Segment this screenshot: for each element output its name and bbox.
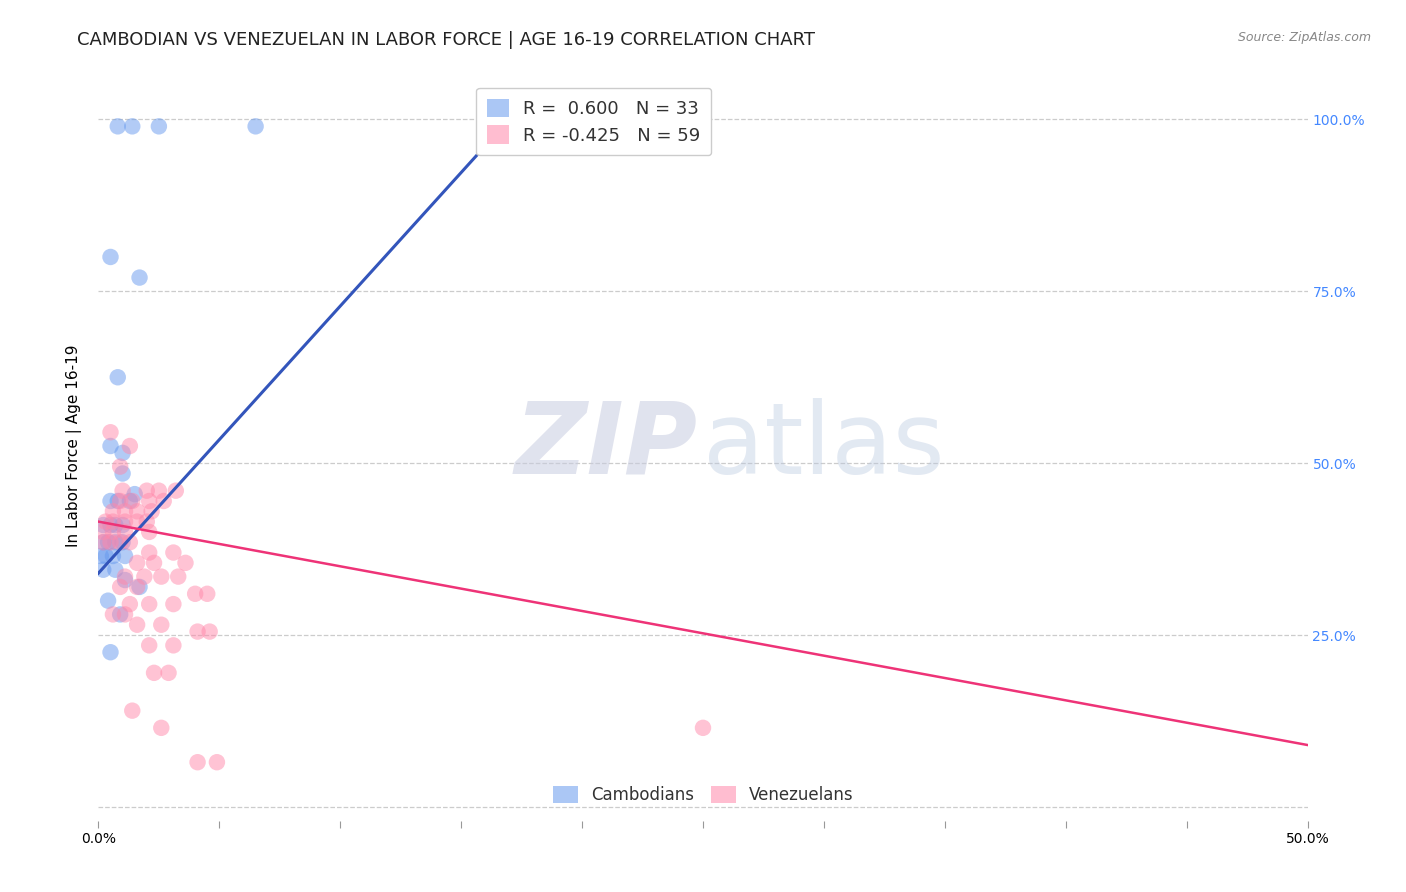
Point <box>127 556 149 570</box>
Point <box>101 524 124 539</box>
Point <box>138 638 160 652</box>
Legend: Cambodians, Venezuelans: Cambodians, Venezuelans <box>544 778 862 813</box>
Point <box>127 515 149 529</box>
Point <box>121 120 143 134</box>
Point <box>104 563 127 577</box>
Text: ZIP: ZIP <box>515 398 697 494</box>
Point <box>162 545 184 559</box>
Point <box>150 721 173 735</box>
Point <box>104 518 127 533</box>
Point <box>138 524 160 539</box>
Point <box>100 439 122 453</box>
Point <box>111 446 134 460</box>
Point <box>162 638 184 652</box>
Point <box>118 535 141 549</box>
Point <box>91 518 114 533</box>
Point <box>97 593 120 607</box>
Point <box>143 556 166 570</box>
Point <box>138 545 160 559</box>
Point <box>111 518 134 533</box>
Point <box>101 504 124 518</box>
Point <box>114 569 136 583</box>
Point <box>121 494 143 508</box>
Point <box>108 459 131 474</box>
Point <box>114 504 136 518</box>
Point <box>187 624 209 639</box>
Point <box>100 425 122 440</box>
Point <box>108 535 131 549</box>
Point <box>94 549 117 563</box>
Point <box>205 755 228 769</box>
Point <box>94 515 117 529</box>
Point <box>114 515 136 529</box>
Point <box>135 515 157 529</box>
Point <box>135 483 157 498</box>
Point <box>148 120 170 134</box>
Point <box>141 504 163 518</box>
Point <box>100 494 122 508</box>
Point <box>101 607 124 622</box>
Point <box>124 487 146 501</box>
Point <box>111 535 134 549</box>
Point <box>184 587 207 601</box>
Point <box>91 563 114 577</box>
Point <box>114 524 136 539</box>
Point <box>138 597 160 611</box>
Point <box>127 504 149 518</box>
Point <box>90 549 112 563</box>
Point <box>107 494 129 508</box>
Point <box>100 645 122 659</box>
Point <box>101 549 124 563</box>
Point <box>127 617 149 632</box>
Point <box>108 580 131 594</box>
Point <box>157 665 180 680</box>
Point <box>100 535 122 549</box>
Point <box>97 535 120 549</box>
Point <box>114 573 136 587</box>
Point <box>198 624 221 639</box>
Point <box>165 483 187 498</box>
Point <box>134 569 156 583</box>
Y-axis label: In Labor Force | Age 16-19: In Labor Force | Age 16-19 <box>66 344 83 548</box>
Point <box>121 704 143 718</box>
Point <box>91 535 114 549</box>
Point <box>127 580 149 594</box>
Point <box>118 494 141 508</box>
Point <box>118 597 141 611</box>
Point <box>152 494 174 508</box>
Point <box>111 483 134 498</box>
Point <box>138 494 160 508</box>
Point <box>245 120 267 134</box>
Point <box>107 120 129 134</box>
Point <box>195 587 218 601</box>
Point <box>108 494 131 508</box>
Point <box>114 607 136 622</box>
Point <box>107 370 129 384</box>
Point <box>128 270 150 285</box>
Point <box>100 250 122 264</box>
Point <box>143 665 166 680</box>
Point <box>108 607 131 622</box>
Point <box>91 535 114 549</box>
Point <box>162 597 184 611</box>
Point <box>150 617 173 632</box>
Point <box>91 524 114 539</box>
Point <box>187 755 209 769</box>
Text: atlas: atlas <box>703 398 945 494</box>
Point <box>100 518 122 533</box>
Point <box>101 515 124 529</box>
Point <box>128 580 150 594</box>
Point <box>118 439 141 453</box>
Point <box>104 535 127 549</box>
Point <box>692 721 714 735</box>
Text: CAMBODIAN VS VENEZUELAN IN LABOR FORCE | AGE 16-19 CORRELATION CHART: CAMBODIAN VS VENEZUELAN IN LABOR FORCE |… <box>77 31 815 49</box>
Point <box>111 467 134 481</box>
Point <box>174 556 197 570</box>
Text: Source: ZipAtlas.com: Source: ZipAtlas.com <box>1237 31 1371 45</box>
Point <box>150 569 173 583</box>
Point <box>148 483 170 498</box>
Point <box>114 549 136 563</box>
Point <box>167 569 190 583</box>
